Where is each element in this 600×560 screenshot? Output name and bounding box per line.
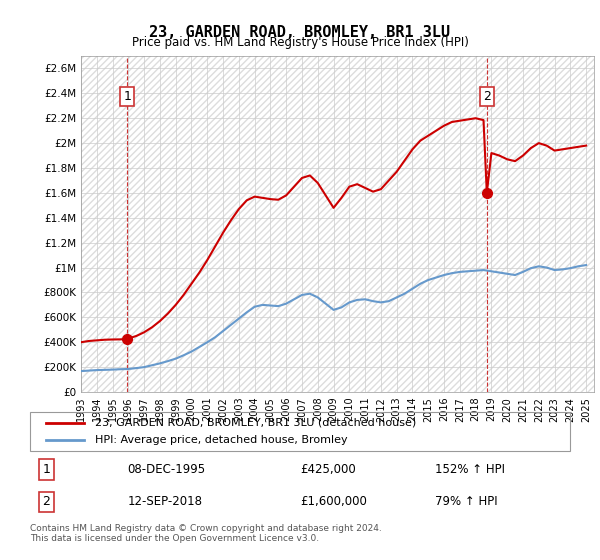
Text: 12-SEP-2018: 12-SEP-2018 (127, 496, 202, 508)
Text: 23, GARDEN ROAD, BROMLEY, BR1 3LU: 23, GARDEN ROAD, BROMLEY, BR1 3LU (149, 25, 451, 40)
Text: 2: 2 (42, 496, 50, 508)
Text: 1: 1 (124, 90, 131, 103)
Text: 23, GARDEN ROAD, BROMLEY, BR1 3LU (detached house): 23, GARDEN ROAD, BROMLEY, BR1 3LU (detac… (95, 418, 416, 428)
Text: 79% ↑ HPI: 79% ↑ HPI (435, 496, 497, 508)
Text: 152% ↑ HPI: 152% ↑ HPI (435, 463, 505, 476)
Text: £425,000: £425,000 (300, 463, 356, 476)
Text: HPI: Average price, detached house, Bromley: HPI: Average price, detached house, Brom… (95, 435, 347, 445)
Text: 08-DEC-1995: 08-DEC-1995 (127, 463, 205, 476)
Text: 1: 1 (42, 463, 50, 476)
Text: £1,600,000: £1,600,000 (300, 496, 367, 508)
Text: Price paid vs. HM Land Registry's House Price Index (HPI): Price paid vs. HM Land Registry's House … (131, 36, 469, 49)
Text: Contains HM Land Registry data © Crown copyright and database right 2024.
This d: Contains HM Land Registry data © Crown c… (30, 524, 382, 543)
Text: 2: 2 (483, 90, 491, 103)
